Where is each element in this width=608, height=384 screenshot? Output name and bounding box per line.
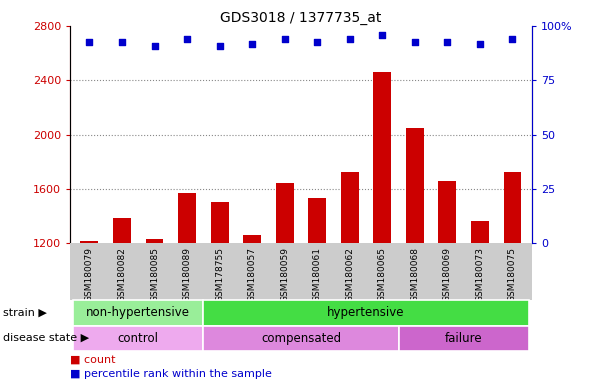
Text: GSM180075: GSM180075 bbox=[508, 247, 517, 303]
Text: GSM180062: GSM180062 bbox=[345, 247, 354, 302]
Bar bbox=[471, 221, 489, 243]
Text: ■ count: ■ count bbox=[70, 354, 116, 364]
Bar bbox=[178, 193, 196, 243]
Bar bbox=[80, 242, 98, 243]
Text: disease state ▶: disease state ▶ bbox=[3, 333, 89, 343]
Point bbox=[85, 38, 94, 45]
Bar bbox=[276, 183, 294, 243]
Text: GSM180059: GSM180059 bbox=[280, 247, 289, 303]
Text: GSM180085: GSM180085 bbox=[150, 247, 159, 303]
Bar bbox=[113, 218, 131, 243]
Bar bbox=[406, 128, 424, 243]
Bar bbox=[503, 172, 522, 243]
Text: hypertensive: hypertensive bbox=[327, 306, 405, 319]
Title: GDS3018 / 1377735_at: GDS3018 / 1377735_at bbox=[220, 12, 382, 25]
Text: GSM180069: GSM180069 bbox=[443, 247, 452, 303]
Text: ■ percentile rank within the sample: ■ percentile rank within the sample bbox=[70, 369, 272, 379]
Point bbox=[443, 38, 452, 45]
Text: GSM180073: GSM180073 bbox=[475, 247, 485, 303]
Text: control: control bbox=[118, 332, 159, 344]
Text: compensated: compensated bbox=[261, 332, 341, 344]
Text: GSM180065: GSM180065 bbox=[378, 247, 387, 303]
Text: failure: failure bbox=[445, 332, 483, 344]
Text: GSM180057: GSM180057 bbox=[247, 247, 257, 303]
Point bbox=[117, 38, 127, 45]
Point bbox=[410, 38, 420, 45]
Point bbox=[150, 43, 159, 49]
Point bbox=[313, 38, 322, 45]
Bar bbox=[145, 239, 164, 243]
Point bbox=[475, 41, 485, 47]
Text: GSM180079: GSM180079 bbox=[85, 247, 94, 303]
Point bbox=[280, 36, 289, 42]
Bar bbox=[373, 72, 392, 243]
Bar bbox=[438, 180, 457, 243]
Bar bbox=[203, 326, 399, 351]
Point bbox=[378, 32, 387, 38]
Text: GSM180061: GSM180061 bbox=[313, 247, 322, 303]
Bar bbox=[341, 172, 359, 243]
Point bbox=[247, 41, 257, 47]
Text: GSM180089: GSM180089 bbox=[182, 247, 192, 303]
Point bbox=[215, 43, 224, 49]
Bar bbox=[308, 198, 326, 243]
Text: GSM178755: GSM178755 bbox=[215, 247, 224, 303]
Point bbox=[182, 36, 192, 42]
Bar bbox=[73, 326, 203, 351]
Bar bbox=[399, 326, 529, 351]
Point bbox=[345, 36, 354, 42]
Point bbox=[508, 36, 517, 42]
Bar bbox=[243, 235, 261, 243]
Text: strain ▶: strain ▶ bbox=[3, 308, 47, 318]
Text: non-hypertensive: non-hypertensive bbox=[86, 306, 190, 319]
Text: GSM180068: GSM180068 bbox=[410, 247, 420, 303]
Bar bbox=[210, 202, 229, 243]
Bar bbox=[73, 300, 203, 326]
Text: GSM180082: GSM180082 bbox=[117, 247, 126, 302]
Bar bbox=[203, 300, 529, 326]
